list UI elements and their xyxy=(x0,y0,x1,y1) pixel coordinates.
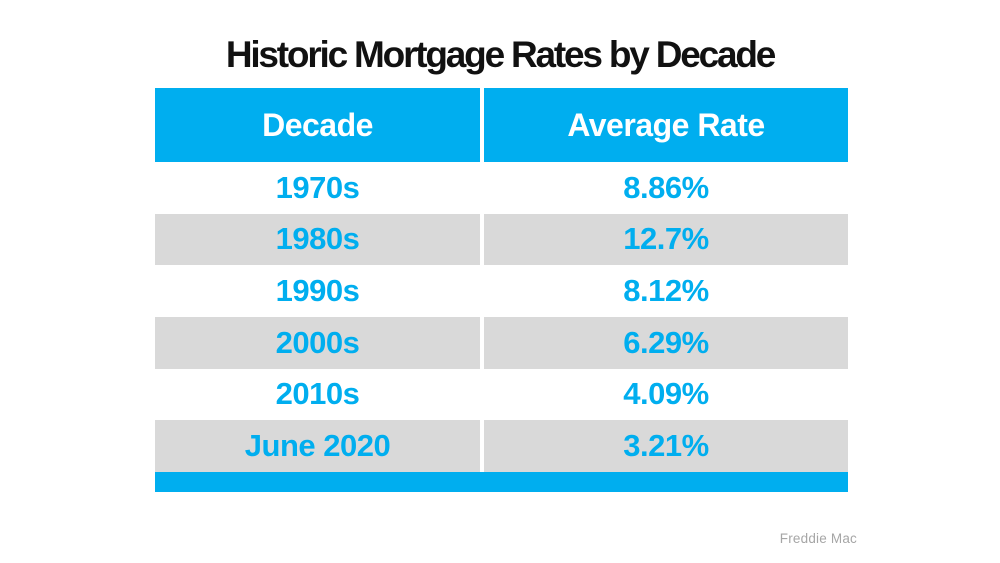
table-row: 1980s 12.7% xyxy=(155,213,848,266)
rate-cell: 3.21% xyxy=(484,420,848,472)
rate-cell: 12.7% xyxy=(484,213,848,266)
rate-cell: 8.86% xyxy=(623,169,709,205)
decade-cell: 1980s xyxy=(155,213,480,266)
decade-cell: 1990s xyxy=(275,273,360,309)
rate-cell: 4.09% xyxy=(623,376,709,412)
source-attribution: Freddie Mac xyxy=(779,531,857,546)
decade-cell: 1970s xyxy=(275,169,360,205)
table-row: 1990s 8.12% xyxy=(155,265,848,317)
decade-cell: 2000s xyxy=(155,316,480,369)
table-accent-bar xyxy=(155,471,848,492)
rate-cell: 6.29% xyxy=(484,316,848,369)
mortgage-rates-table: Decade Average Rate 1970s 8.86% 1980s 12… xyxy=(155,88,848,492)
column-header-decade: Decade xyxy=(155,88,480,162)
page-title: Historic Mortgage Rates by Decade xyxy=(225,34,777,75)
table-header-row: Decade Average Rate xyxy=(155,88,848,162)
decade-cell: 2010s xyxy=(275,376,360,412)
table-row: 2000s 6.29% xyxy=(155,316,848,369)
table-row: 1970s 8.86% xyxy=(155,162,848,214)
rate-cell: 8.12% xyxy=(623,273,709,309)
table-row: June 2020 3.21% xyxy=(155,420,848,472)
column-header-average-rate: Average Rate xyxy=(484,88,848,162)
decade-cell: June 2020 xyxy=(155,420,480,472)
table-row: 2010s 4.09% xyxy=(155,369,848,421)
